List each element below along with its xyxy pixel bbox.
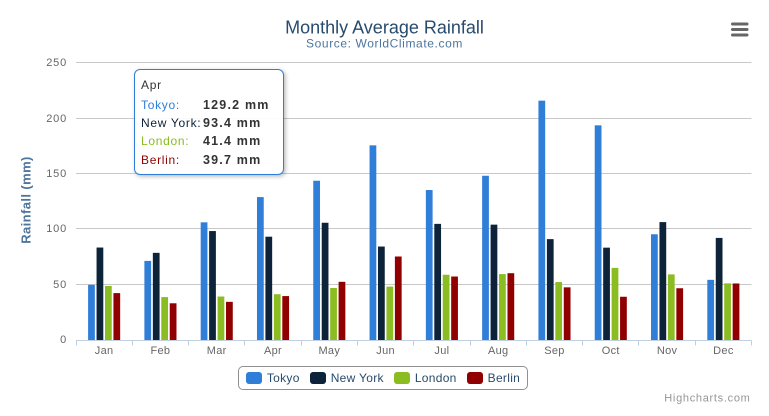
svg-text:Jul: Jul <box>434 345 449 357</box>
svg-text:150: 150 <box>46 168 67 180</box>
svg-text:250: 250 <box>46 57 67 69</box>
svg-text:0: 0 <box>60 334 67 346</box>
svg-text:Sep: Sep <box>544 345 564 357</box>
svg-text:Monthly Average Rainfall: Monthly Average Rainfall <box>285 18 484 38</box>
svg-text:Mar: Mar <box>207 345 227 357</box>
svg-text:200: 200 <box>46 113 67 125</box>
svg-text:100: 100 <box>46 223 67 235</box>
svg-text:Highcharts.com: Highcharts.com <box>664 393 750 405</box>
svg-text:Jan: Jan <box>95 345 114 357</box>
svg-text:50: 50 <box>53 279 67 291</box>
svg-text:May: May <box>318 345 340 357</box>
svg-text:Oct: Oct <box>602 345 620 357</box>
svg-text:Nov: Nov <box>657 345 678 357</box>
svg-text:Source: WorldClimate.com: Source: WorldClimate.com <box>306 37 463 51</box>
svg-text:Feb: Feb <box>150 345 170 357</box>
svg-text:Apr: Apr <box>264 345 282 357</box>
svg-text:Jun: Jun <box>376 345 395 357</box>
svg-text:Rainfall (mm): Rainfall (mm) <box>19 156 34 244</box>
svg-text:Dec: Dec <box>713 345 734 357</box>
svg-text:Aug: Aug <box>488 345 508 357</box>
